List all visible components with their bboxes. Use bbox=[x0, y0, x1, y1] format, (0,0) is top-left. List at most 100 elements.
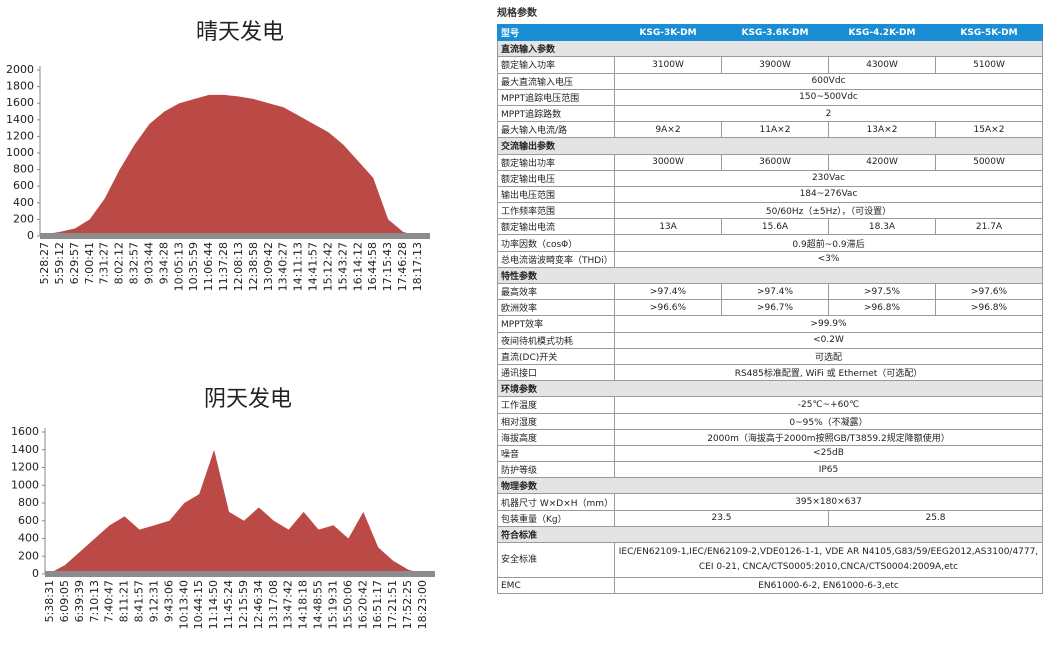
x-tick-label: 7:10:13 bbox=[88, 580, 101, 622]
x-tick-label: 8:41:57 bbox=[133, 580, 146, 622]
row-label: 输出电压范围 bbox=[497, 185, 615, 204]
charts: 晴天发电 0 200 400 600 800 1000 1200 1400 1600 1800 200… bbox=[6, 20, 435, 629]
x-tick-label: 14:11:13 bbox=[292, 242, 305, 291]
y-tick-label: 1000 bbox=[6, 146, 34, 159]
spec-cell: 11A×2 bbox=[721, 121, 829, 139]
y-tick-label: 800 bbox=[18, 496, 39, 509]
y-tick-label: 200 bbox=[13, 212, 34, 225]
x-tick-label: 10:35:59 bbox=[187, 242, 200, 291]
section-label: 物理参数 bbox=[497, 477, 1043, 495]
x-tick-label: 13:09:42 bbox=[262, 242, 275, 291]
spec-row: 夜间待机模式功耗 <0.2W bbox=[497, 331, 1043, 349]
x-tick-label: 12:46:34 bbox=[252, 580, 265, 629]
spec-cell: 18.3A bbox=[828, 218, 936, 236]
spec-cell: <25dB bbox=[614, 444, 1043, 463]
x-tick-label: 17:21:51 bbox=[386, 580, 399, 629]
spec-cell: 50/60Hz（±5Hz），（可设置） bbox=[614, 202, 1043, 220]
spec-cell: >99.9% bbox=[614, 315, 1043, 333]
row-label: 噪音 bbox=[497, 444, 615, 463]
y-tick-label: 400 bbox=[18, 532, 39, 545]
x-tick-label: 10:44:15 bbox=[192, 580, 205, 629]
spec-row: 欧洲效率 >96.6% >96.7% >96.8% >96.8% bbox=[497, 299, 1043, 317]
spec-cell: 0.9超前~0.9滞后 bbox=[614, 234, 1043, 252]
x-tick-label: 11:14:50 bbox=[207, 580, 220, 629]
spec-cell: >97.5% bbox=[828, 282, 936, 301]
row-label: 直流(DC)开关 bbox=[497, 347, 615, 365]
spec-row: 最高效率 >97.4% >97.4% >97.5% >97.6% bbox=[497, 282, 1043, 301]
header-cell: KSG-5K-DM bbox=[935, 23, 1043, 42]
x-tick-label: 6:09:05 bbox=[58, 580, 71, 622]
x-tick-label: 9:03:44 bbox=[142, 242, 155, 284]
spec-cell: >96.8% bbox=[935, 299, 1043, 317]
spec-row: 最大输入电流/路 9A×2 11A×2 13A×2 15A×2 bbox=[497, 121, 1043, 139]
x-tick-label: 10:13:40 bbox=[177, 580, 190, 629]
spec-cell: 5100W bbox=[935, 56, 1043, 74]
section-row: 环境参数 bbox=[497, 380, 1043, 398]
x-tick-label: 11:37:28 bbox=[217, 242, 230, 291]
spec-row: MPPT效率 >99.9% bbox=[497, 315, 1043, 333]
spec-row: 总电流谐波畸变率（THDi） <3% bbox=[497, 250, 1043, 268]
table-title: 规格参数 bbox=[497, 8, 537, 19]
section-label: 特性参数 bbox=[497, 266, 1043, 285]
x-tick-label: 6:29:57 bbox=[68, 242, 81, 284]
row-label: 最大输入电流/路 bbox=[497, 121, 615, 139]
spec-row: MPPT追踪电压范围 150~500Vdc bbox=[497, 88, 1043, 106]
spec-row: 工作频率范围 50/60Hz（±5Hz），（可设置） bbox=[497, 202, 1043, 220]
x-tick-label: 7:31:27 bbox=[98, 242, 111, 284]
header-cell: 型号 bbox=[497, 23, 615, 42]
x-tick-label: 12:08:13 bbox=[232, 242, 245, 291]
spec-cell: >97.4% bbox=[721, 282, 829, 301]
spec-cell: EN61000-6-2, EN61000-6-3,etc bbox=[614, 576, 1043, 595]
spec-cell: 3900W bbox=[721, 56, 829, 74]
spec-row: 海拔高度 2000m（海拔高于2000m按照GB/T3859.2规定降额使用） bbox=[497, 428, 1043, 446]
section-row: 直流输入参数 bbox=[497, 40, 1043, 58]
y-tick-label: 0 bbox=[32, 567, 39, 580]
x-tick-label: 15:50:06 bbox=[341, 580, 354, 629]
spec-cell: 150~500Vdc bbox=[614, 88, 1043, 106]
x-tick-label: 8:11:21 bbox=[118, 580, 131, 622]
spec-cell: 9A×2 bbox=[614, 121, 722, 139]
y-tick-label: 600 bbox=[18, 514, 39, 527]
header-cell: KSG-3K-DM bbox=[614, 23, 722, 42]
baseline-bar bbox=[45, 571, 435, 577]
y-tick-label: 600 bbox=[13, 179, 34, 192]
row-label: 最高效率 bbox=[497, 282, 615, 301]
section-label: 直流输入参数 bbox=[497, 40, 1043, 58]
y-tick-label: 800 bbox=[13, 163, 34, 176]
spec-cell: 5000W bbox=[935, 153, 1043, 171]
spec-cell: 184~276Vac bbox=[614, 185, 1043, 204]
y-tick-label: 1600 bbox=[6, 96, 34, 109]
row-label: MPPT效率 bbox=[497, 315, 615, 333]
spec-row: 包装重量（Kg） 23.5 25.8 bbox=[497, 509, 1043, 527]
spec-cell: 15.6A bbox=[721, 218, 829, 236]
spec-cell: 3100W bbox=[614, 56, 722, 74]
row-label: 功率因数（cosΦ） bbox=[497, 234, 615, 252]
spec-row: 额定输出电流 13A 15.6A 18.3A 21.7A bbox=[497, 218, 1043, 236]
spec-cell: RS485标准配置, WiFi 或 Ethernet（可选配） bbox=[614, 363, 1043, 382]
section-row: 特性参数 bbox=[497, 266, 1043, 285]
spec-cell: 23.5 bbox=[614, 509, 829, 527]
spec-cell: 395×180×637 bbox=[614, 493, 1043, 511]
x-tick-label: 5:38:31 bbox=[43, 580, 56, 622]
x-tick-label: 14:41:57 bbox=[307, 242, 320, 291]
section-label: 环境参数 bbox=[497, 380, 1043, 398]
y-tick-label: 2000 bbox=[6, 63, 34, 76]
spec-row: 防护等级 IP65 bbox=[497, 461, 1043, 479]
spec-cell: IEC/EN62109-1,IEC/EN62109-2,VDE0126-1-1,… bbox=[614, 542, 1043, 578]
spec-cell: <0.2W bbox=[614, 331, 1043, 349]
x-tick-label: 8:02:12 bbox=[113, 242, 126, 284]
y-tick-label: 1000 bbox=[11, 478, 39, 491]
section-row: 交流输出参数 bbox=[497, 137, 1043, 155]
section-label: 交流输出参数 bbox=[497, 137, 1043, 155]
x-tick-label: 12:15:59 bbox=[237, 580, 250, 629]
y-tick-label: 1200 bbox=[11, 461, 39, 474]
row-label: 额定输出电压 bbox=[497, 169, 615, 187]
spec-cell: >96.6% bbox=[614, 299, 722, 317]
y-tick-label: 1400 bbox=[11, 443, 39, 456]
spec-cell: 2000m（海拔高于2000m按照GB/T3859.2规定降额使用） bbox=[614, 428, 1043, 446]
spec-cell: 3000W bbox=[614, 153, 722, 171]
x-tick-label: 5:28:27 bbox=[38, 242, 51, 284]
row-label: 相对湿度 bbox=[497, 412, 615, 430]
y-tick-label: 0 bbox=[27, 229, 34, 242]
row-label: 通讯接口 bbox=[497, 363, 615, 382]
